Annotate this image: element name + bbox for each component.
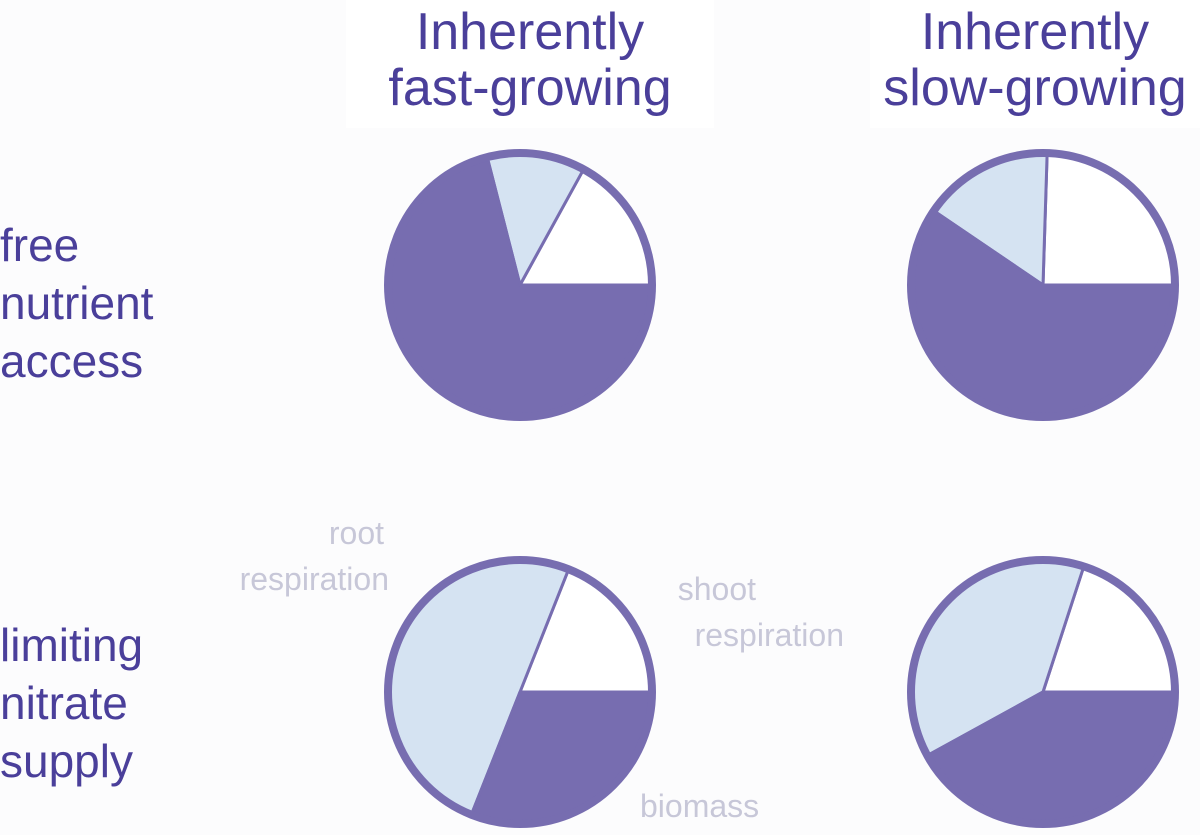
annotation-biomass: biomass (640, 783, 759, 829)
annotation-line: respiration (239, 561, 389, 597)
annotation-root-respiration: root respiration (214, 510, 389, 602)
pie-outline (907, 556, 1179, 828)
pie-chart (907, 149, 1179, 421)
row-header-line: supply (0, 735, 133, 787)
row-header-line: nitrate (0, 677, 128, 729)
row-header-line: free (0, 219, 80, 271)
pie-outline (384, 149, 656, 421)
row-header-free-nutrient-access: free nutrient access (0, 216, 153, 390)
column-header-slow-growing: Inherently slow-growing (870, 0, 1200, 128)
annotation-line: respiration (694, 617, 844, 653)
pie-chart (384, 149, 656, 421)
annotation-shoot-respiration: shoot respiration (654, 566, 844, 658)
column-header-line: Inherently (920, 3, 1150, 61)
row-header-limiting-nitrate-supply: limiting nitrate supply (0, 616, 143, 790)
annotation-line: shoot (677, 571, 756, 607)
row-header-line: limiting (0, 619, 144, 671)
column-header-fast-growing: Inherently fast-growing (346, 0, 714, 128)
column-header-line: Inherently (415, 3, 645, 61)
annotation-line: root (328, 515, 384, 551)
column-header-line: slow-growing (883, 59, 1187, 117)
pie-chart (907, 556, 1179, 828)
pie-outline (907, 149, 1179, 421)
pie-outline (384, 556, 656, 828)
annotation-line: biomass (640, 788, 760, 824)
row-header-line: access (0, 335, 144, 387)
pie-chart (384, 556, 656, 828)
column-header-line: fast-growing (388, 59, 672, 117)
row-header-line: nutrient (0, 277, 154, 329)
